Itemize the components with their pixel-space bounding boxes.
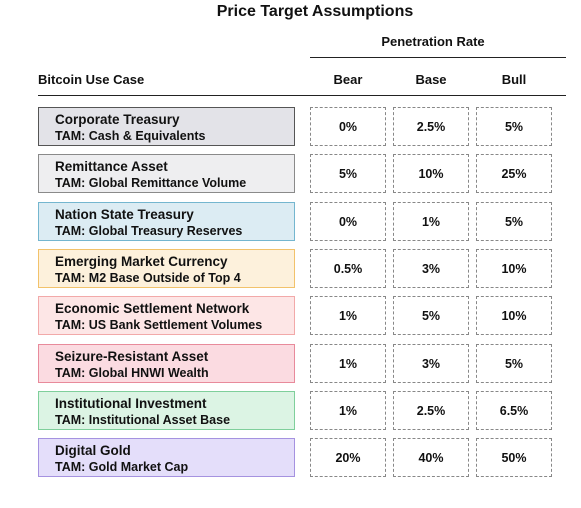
base-cell: 3% [393, 344, 469, 383]
use-case-tam: TAM: Global Treasury Reserves [55, 224, 243, 238]
table-row: Emerging Market Currency TAM: M2 Base Ou… [0, 249, 581, 290]
bull-cell: 5% [476, 107, 552, 146]
base-cell: 3% [393, 249, 469, 288]
bear-cell: 5% [310, 154, 386, 193]
base-cell: 2.5% [393, 107, 469, 146]
table-row: Institutional Investment TAM: Institutio… [0, 391, 581, 432]
bull-header: Bull [501, 72, 527, 87]
use-case-name: Seizure-Resistant Asset [55, 349, 209, 364]
bear-cell: 0% [310, 202, 386, 241]
use-case-box: Corporate Treasury TAM: Cash & Equivalen… [38, 107, 295, 146]
page-title: Price Target Assumptions [216, 3, 414, 20]
use-case-box: Seizure-Resistant Asset TAM: Global HNWI… [38, 344, 295, 383]
bull-cell: 50% [476, 438, 552, 477]
base-cell: 10% [393, 154, 469, 193]
use-case-name: Nation State Treasury [55, 207, 194, 222]
use-case-box: Nation State Treasury TAM: Global Treasu… [38, 202, 295, 241]
use-case-box: Remittance Asset TAM: Global Remittance … [38, 154, 295, 193]
bull-cell: 5% [476, 202, 552, 241]
use-case-header: Bitcoin Use Case [38, 72, 145, 87]
use-case-box: Digital Gold TAM: Gold Market Cap [38, 438, 295, 477]
table-row: Nation State Treasury TAM: Global Treasu… [0, 202, 581, 243]
use-case-tam: TAM: Cash & Equivalents [55, 129, 206, 143]
table-row: Remittance Asset TAM: Global Remittance … [0, 154, 581, 195]
bear-cell: 1% [310, 296, 386, 335]
bear-cell: 20% [310, 438, 386, 477]
bear-cell: 0% [310, 107, 386, 146]
bull-cell: 6.5% [476, 391, 552, 430]
use-case-name: Digital Gold [55, 443, 131, 458]
base-cell: 2.5% [393, 391, 469, 430]
bear-cell: 1% [310, 391, 386, 430]
base-header: Base [415, 72, 447, 87]
table-row: Corporate Treasury TAM: Cash & Equivalen… [0, 107, 581, 148]
bear-cell: 1% [310, 344, 386, 383]
use-case-tam: TAM: Institutional Asset Base [55, 413, 231, 427]
bull-cell: 25% [476, 154, 552, 193]
bull-cell: 10% [476, 296, 552, 335]
penetration-rule [310, 57, 566, 58]
use-case-name: Corporate Treasury [55, 112, 180, 127]
bear-header: Bear [333, 72, 363, 87]
base-cell: 5% [393, 296, 469, 335]
use-case-name: Institutional Investment [55, 396, 207, 411]
use-case-box: Emerging Market Currency TAM: M2 Base Ou… [38, 249, 295, 288]
use-case-name: Remittance Asset [55, 159, 168, 174]
use-case-tam: TAM: Gold Market Cap [55, 460, 189, 474]
penetration-rate-header: Penetration Rate [381, 34, 485, 49]
header-rule [38, 95, 566, 96]
use-case-box: Economic Settlement Network TAM: US Bank… [38, 296, 295, 335]
table-row: Seizure-Resistant Asset TAM: Global HNWI… [0, 344, 581, 385]
use-case-name: Emerging Market Currency [55, 254, 228, 269]
use-case-tam: TAM: Global Remittance Volume [55, 176, 247, 190]
use-case-tam: TAM: Global HNWI Wealth [55, 366, 209, 380]
use-case-box: Institutional Investment TAM: Institutio… [38, 391, 295, 430]
base-cell: 40% [393, 438, 469, 477]
base-cell: 1% [393, 202, 469, 241]
use-case-tam: TAM: M2 Base Outside of Top 4 [55, 271, 241, 285]
bull-cell: 10% [476, 249, 552, 288]
bull-cell: 5% [476, 344, 552, 383]
table-row: Digital Gold TAM: Gold Market Cap 20% 40… [0, 438, 581, 479]
table-row: Economic Settlement Network TAM: US Bank… [0, 296, 581, 337]
use-case-tam: TAM: US Bank Settlement Volumes [55, 318, 263, 332]
bear-cell: 0.5% [310, 249, 386, 288]
use-case-name: Economic Settlement Network [55, 301, 250, 316]
